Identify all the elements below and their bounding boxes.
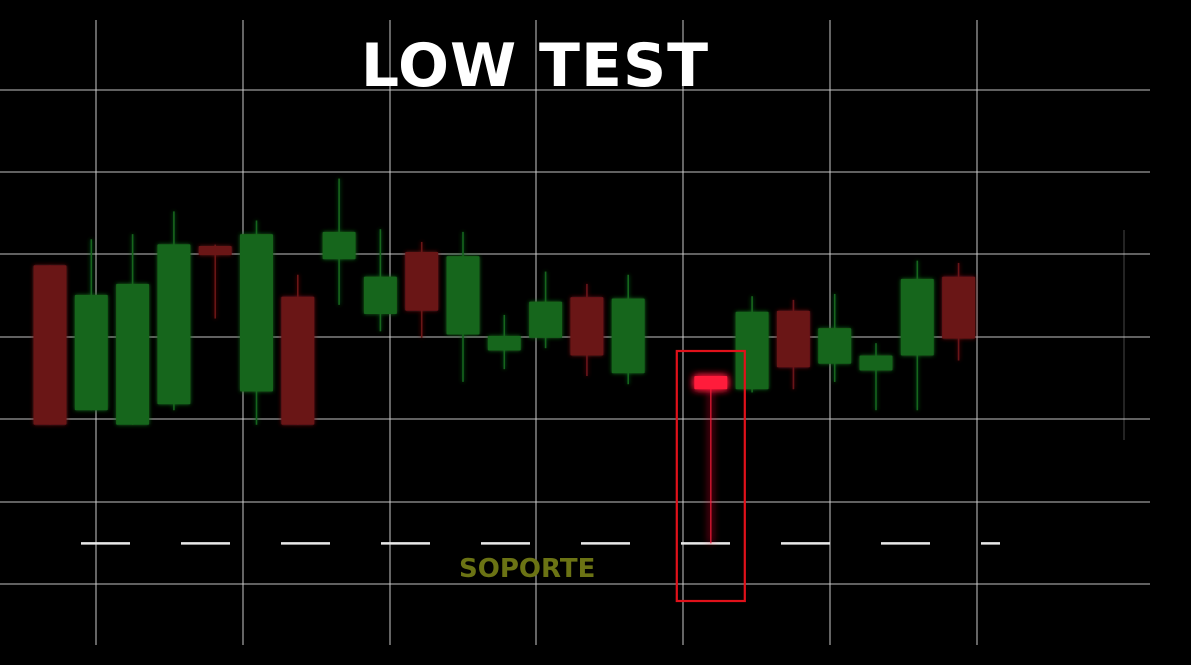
candle-body — [859, 355, 893, 371]
support-label: SOPORTE — [459, 554, 596, 584]
candle-body — [116, 283, 150, 425]
candle-body — [446, 256, 480, 335]
bull-candle — [322, 178, 356, 305]
candle-body — [900, 278, 934, 356]
bull-candle — [74, 239, 108, 411]
bull-candle — [818, 293, 852, 382]
bear-candle — [198, 244, 232, 319]
bear-candle — [942, 262, 976, 361]
candle-body — [611, 298, 645, 374]
candle-body — [74, 294, 108, 411]
candle-body — [529, 301, 563, 338]
highlight-box — [675, 349, 746, 603]
bear-candle — [405, 241, 439, 338]
candle-body — [776, 310, 810, 368]
candle-body — [570, 297, 604, 356]
bull-candle — [446, 231, 480, 382]
bull-candle — [529, 271, 563, 349]
bear-candle — [33, 265, 67, 425]
bull-candle — [611, 274, 645, 385]
candle-body — [322, 231, 356, 260]
bull-candle — [363, 229, 397, 332]
bull-candle — [859, 343, 893, 411]
highlighted-candle — [694, 376, 728, 544]
bull-candle — [487, 314, 521, 370]
candle-body — [363, 276, 397, 314]
candle-body — [487, 335, 521, 351]
candle-body — [281, 296, 315, 425]
bear-candle — [776, 299, 810, 390]
candle-body — [694, 376, 728, 390]
bull-candle — [735, 296, 769, 393]
candle-body — [157, 244, 191, 405]
candle-body — [405, 251, 439, 311]
candles — [33, 178, 976, 544]
bull-candle — [240, 220, 273, 425]
candle-body — [198, 246, 232, 256]
candle-body — [240, 234, 273, 392]
bull-candle — [157, 211, 191, 411]
bull-candle — [116, 234, 150, 425]
candle-body — [33, 265, 67, 425]
bear-candle — [281, 274, 315, 425]
candle-body — [942, 276, 976, 339]
highlight-rect — [675, 349, 746, 603]
candle-body — [818, 328, 852, 364]
bear-candle — [570, 283, 604, 376]
page-title: LOW TEST — [360, 31, 710, 101]
bull-candle — [900, 260, 934, 411]
